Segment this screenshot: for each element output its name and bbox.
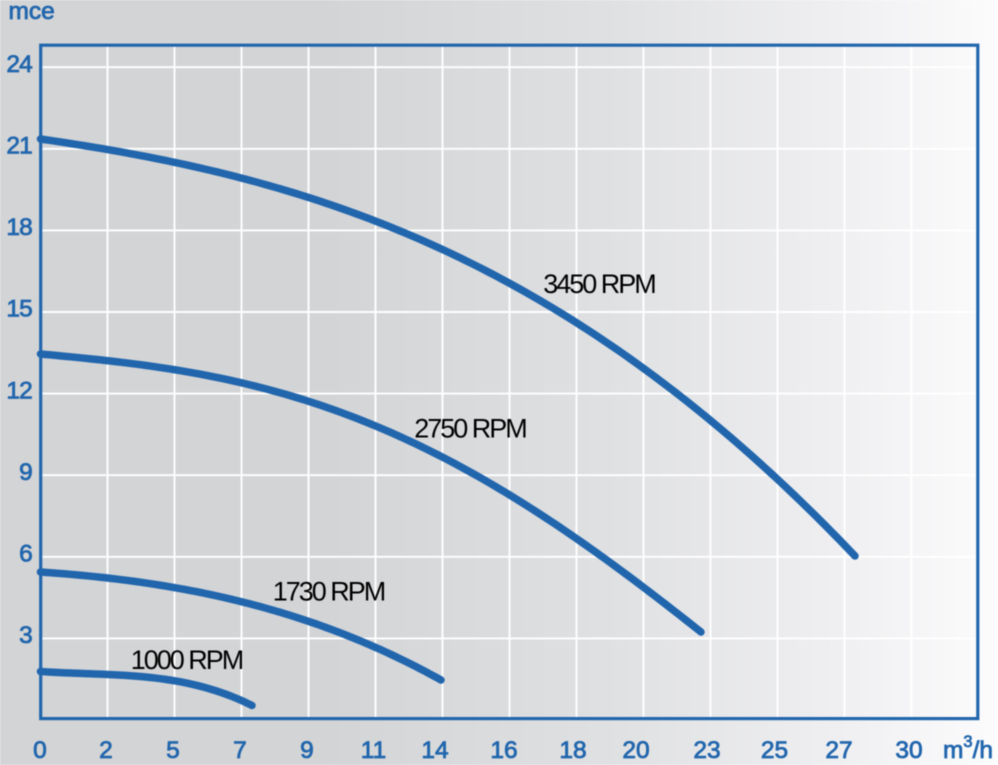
svg-text:1730 RPM: 1730 RPM [273, 577, 385, 607]
svg-text:30: 30 [895, 737, 922, 764]
svg-text:9: 9 [19, 459, 32, 486]
svg-text:1000 RPM: 1000 RPM [131, 645, 243, 675]
svg-text:mce: mce [9, 0, 55, 25]
svg-text:14: 14 [421, 737, 448, 764]
svg-text:25: 25 [761, 737, 788, 764]
svg-text:3: 3 [19, 622, 32, 649]
svg-text:15: 15 [6, 296, 32, 323]
svg-text:11: 11 [361, 737, 386, 764]
svg-text:23: 23 [693, 737, 720, 764]
svg-text:20: 20 [622, 737, 649, 764]
svg-text:9: 9 [300, 737, 314, 764]
svg-text:7: 7 [233, 737, 247, 764]
svg-text:2: 2 [99, 737, 113, 764]
svg-text:27: 27 [825, 737, 852, 764]
svg-text:12: 12 [6, 377, 32, 404]
svg-text:21: 21 [6, 133, 32, 160]
svg-text:3450 RPM: 3450 RPM [543, 269, 655, 299]
svg-text:16: 16 [490, 737, 517, 764]
svg-text:2750 RPM: 2750 RPM [414, 414, 526, 444]
svg-text:5: 5 [166, 737, 180, 764]
svg-text:18: 18 [559, 737, 586, 764]
svg-text:6: 6 [19, 541, 32, 568]
svg-text:0: 0 [33, 737, 47, 764]
svg-text:24: 24 [6, 51, 32, 78]
svg-text:18: 18 [6, 214, 32, 241]
